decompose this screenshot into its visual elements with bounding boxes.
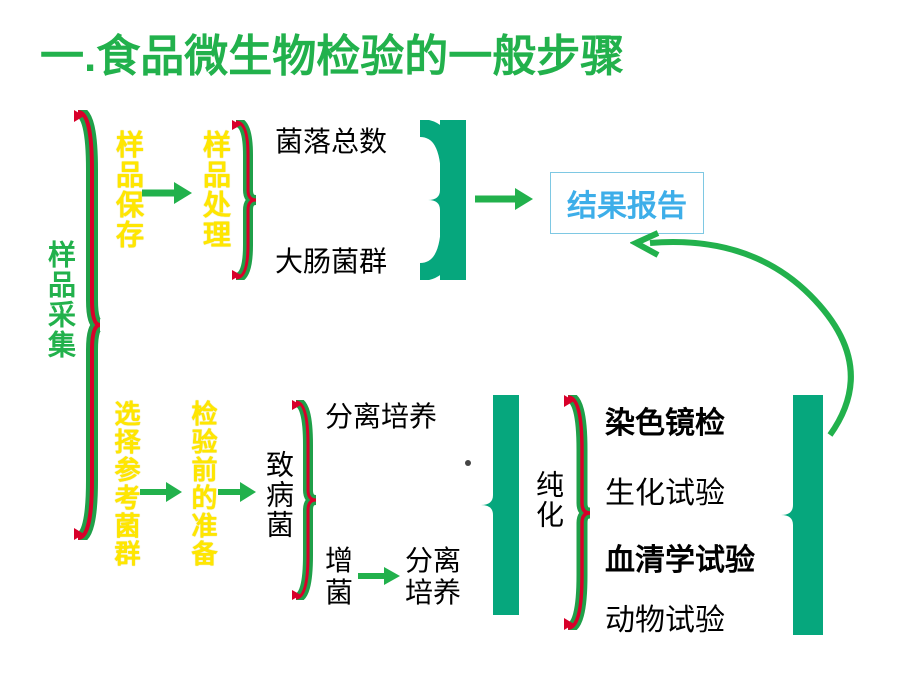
node-animal: 动物试验 bbox=[605, 595, 725, 639]
node-prep: 检验前的准备 bbox=[185, 400, 222, 568]
node-isolate-2: 分离培养 bbox=[405, 545, 461, 609]
node-isolate-1: 分离培养 bbox=[325, 395, 437, 435]
arrow-1 bbox=[142, 180, 192, 206]
node-enrich: 增菌 bbox=[325, 545, 353, 609]
arrow-4 bbox=[218, 480, 258, 504]
arrow-5 bbox=[358, 565, 402, 587]
dot-marker bbox=[465, 460, 471, 466]
brace-5-close bbox=[475, 395, 519, 615]
brace-4 bbox=[290, 400, 318, 600]
node-biochem: 生化试验 bbox=[605, 468, 725, 512]
arrow-3 bbox=[140, 480, 184, 504]
brace-3-close-shape bbox=[420, 120, 466, 280]
page-title: 一.食品微生物检验的一般步骤 bbox=[40, 20, 624, 84]
node-colony-count: 菌落总数 bbox=[275, 120, 387, 160]
arrow-2 bbox=[475, 186, 535, 212]
node-sample-process: 样品处理 bbox=[195, 130, 235, 250]
brace-6 bbox=[562, 395, 592, 630]
curve-arrow bbox=[630, 225, 910, 455]
node-serology: 血清学试验 bbox=[605, 535, 755, 579]
node-coliform: 大肠菌群 bbox=[275, 240, 387, 280]
brace-1 bbox=[72, 110, 102, 540]
brace-2 bbox=[230, 120, 258, 280]
